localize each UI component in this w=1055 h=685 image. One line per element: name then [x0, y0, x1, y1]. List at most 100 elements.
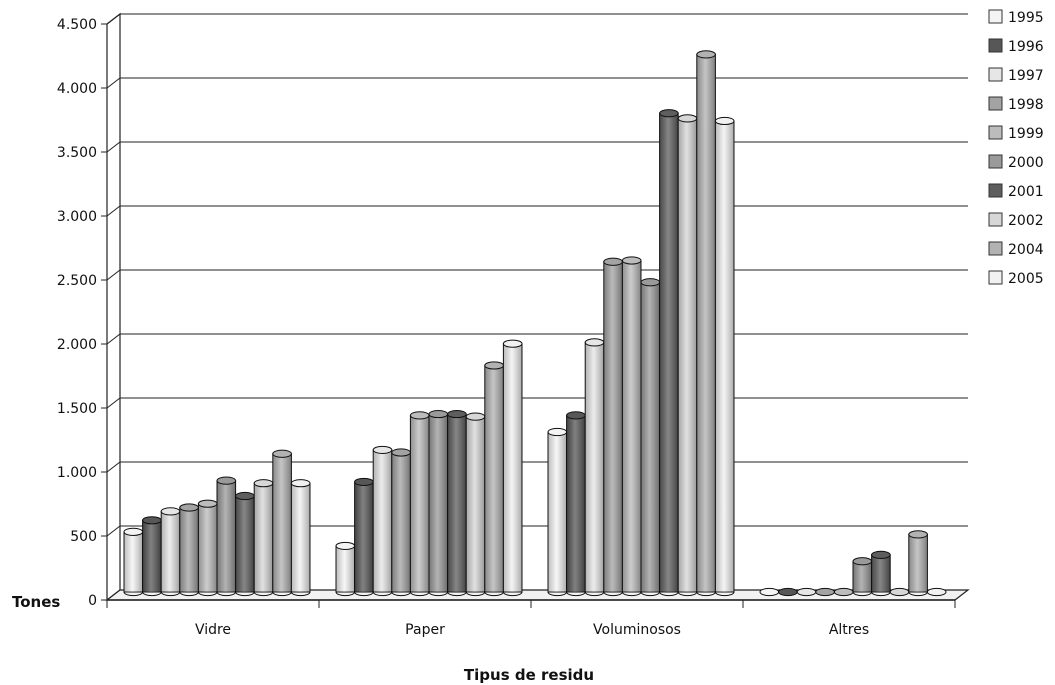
legend-label: 1995	[1008, 10, 1044, 26]
bar-base	[123, 591, 144, 597]
bar-top	[759, 587, 780, 597]
bar-top	[566, 411, 586, 420]
bar-top	[409, 411, 430, 420]
gridline-side	[106, 397, 121, 409]
bar-shade	[291, 483, 310, 592]
bar-base	[640, 591, 661, 597]
gridline-side	[106, 77, 121, 89]
bar-top	[216, 476, 237, 485]
bar-shade	[198, 503, 217, 592]
y-tick-label: 2.000	[57, 337, 97, 353]
legend-label: 2001	[1008, 184, 1044, 200]
bar-base	[160, 591, 181, 597]
bar-top	[290, 479, 311, 488]
bar	[447, 409, 467, 597]
bar-base	[354, 591, 374, 597]
legend-label: 2000	[1008, 155, 1044, 171]
bar	[391, 448, 411, 597]
y-tick-label: 3.500	[57, 145, 97, 161]
bar-base	[447, 591, 467, 597]
bar	[142, 516, 162, 597]
bar-top	[253, 479, 274, 488]
bar	[428, 409, 449, 597]
bar-top	[584, 338, 605, 347]
bar-top	[179, 503, 199, 512]
bar-shade	[871, 554, 891, 592]
bar-top	[123, 527, 144, 536]
bar-top	[659, 109, 679, 118]
bar	[871, 550, 891, 597]
legend-swatch	[988, 241, 1003, 256]
bar-base	[659, 591, 679, 597]
bar	[123, 527, 144, 597]
bar	[640, 278, 661, 597]
legend-label: 2004	[1008, 242, 1044, 258]
x-category-label: Paper	[405, 622, 445, 638]
bar	[677, 114, 698, 597]
legend: 1995 1996 1997 1998 1999 2000 2001 2002 2004 2005	[988, 9, 1044, 287]
bar-base	[142, 591, 162, 597]
bar-top	[621, 256, 642, 265]
bar-base	[584, 591, 605, 597]
bar-shade	[715, 120, 734, 593]
bar	[409, 411, 430, 597]
bar-shade	[503, 343, 522, 592]
bar-base	[391, 591, 411, 597]
x-category-label: Vidre	[195, 622, 231, 638]
bar-shade	[908, 534, 928, 592]
bar-top	[908, 530, 928, 539]
bar-shade	[659, 113, 679, 592]
bar-top	[235, 491, 255, 501]
gridline-side	[106, 141, 121, 153]
bar-top	[502, 339, 523, 348]
bar-shade	[354, 481, 374, 592]
bar-top	[447, 409, 467, 419]
legend-label: 1997	[1008, 68, 1044, 84]
bar-base	[216, 591, 237, 597]
bar	[696, 50, 716, 597]
y-tick-label: 1.500	[57, 401, 97, 417]
bar	[908, 530, 928, 597]
bar-shade	[272, 453, 292, 592]
bar-top	[465, 412, 486, 421]
bar-base	[908, 591, 928, 597]
y-axis-ticks: 0 500 1.000 1.500 2.000 2.500 3.000 3.500 4.000 4…	[57, 17, 107, 609]
bar-top	[142, 516, 162, 525]
bar-top	[778, 587, 798, 597]
bar-base	[465, 591, 486, 597]
bar	[197, 499, 218, 597]
y-tick-label: 4.000	[57, 81, 97, 97]
gridline-side	[106, 333, 121, 345]
y-tick-label: 2.500	[57, 273, 97, 289]
bar-base	[335, 591, 356, 597]
bar	[621, 256, 642, 597]
legend-swatch	[988, 125, 1003, 140]
bar-shade	[696, 54, 716, 592]
bar	[603, 257, 623, 597]
bar-shade	[447, 414, 467, 592]
bar-base	[253, 591, 274, 597]
y-tick-label: 500	[70, 529, 97, 545]
bar-base	[235, 591, 255, 597]
x-category-label: Altres	[829, 622, 869, 638]
bar	[335, 541, 356, 597]
bar	[815, 587, 835, 597]
bar-base	[603, 591, 623, 597]
legend-swatch	[988, 270, 1003, 285]
bar	[778, 587, 798, 597]
bar-base	[696, 591, 716, 597]
bar-shade	[373, 449, 392, 592]
x-category-label: Voluminosos	[593, 622, 681, 638]
gridline-side	[106, 525, 121, 537]
x-axis-label: Tipus de residu	[464, 666, 594, 684]
plot-walls	[105, 12, 970, 602]
bar-base	[428, 591, 449, 597]
bar-base	[502, 591, 523, 597]
bar-shade	[429, 414, 448, 592]
bar	[796, 587, 817, 597]
side-wall	[106, 12, 121, 602]
legend-label: 2002	[1008, 213, 1044, 229]
bar	[354, 477, 374, 597]
bar	[160, 507, 181, 597]
